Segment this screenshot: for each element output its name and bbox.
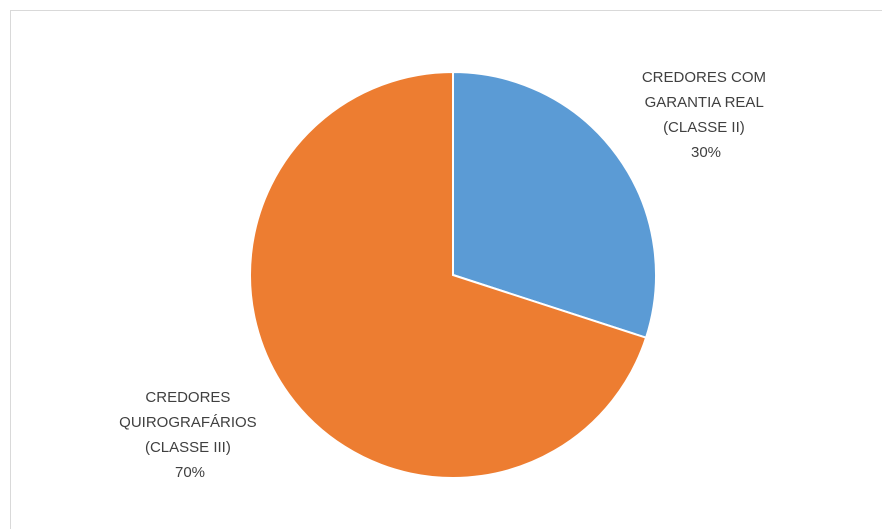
- slice-label-class-ii-line-2: GARANTIA REAL: [645, 94, 764, 111]
- pie-slice-class-ii: [452, 70, 657, 339]
- slice-value-class-ii: 30%: [691, 144, 721, 161]
- pie-slices: [249, 70, 657, 479]
- slice-label-class-ii-line-3: (CLASSE II): [663, 119, 745, 136]
- slice-label-class-iii-line-1: CREDORES: [145, 389, 230, 406]
- slice-label-class-ii-line-1: CREDORES COM: [642, 69, 766, 86]
- slice-label-class-iii-line-3: (CLASSE III): [145, 439, 231, 456]
- slice-value-class-iii: 70%: [175, 464, 205, 481]
- slice-label-class-iii: CREDORES QUIROGRAFÁRIOS (CLASSE III) 70%: [119, 389, 261, 481]
- slice-label-class-iii-line-2: QUIROGRAFÁRIOS: [119, 414, 257, 431]
- pie-slice-class-iii: [249, 70, 648, 479]
- slice-label-class-ii: CREDORES COM GARANTIA REAL (CLASSE II) 3…: [642, 69, 770, 161]
